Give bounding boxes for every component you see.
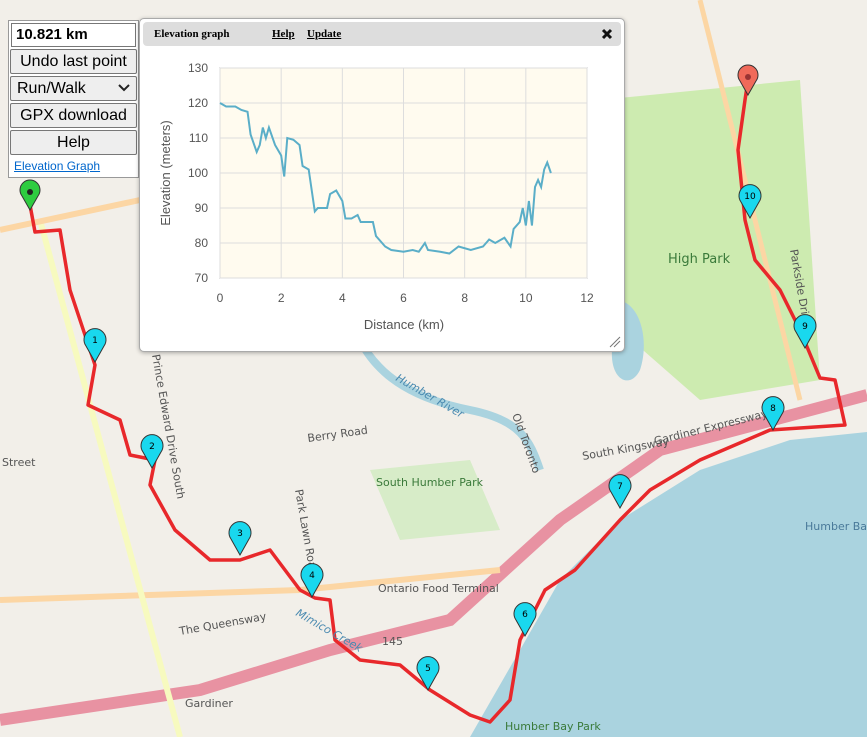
y-tick-label: 100 xyxy=(188,166,208,180)
undo-button[interactable]: Undo last point xyxy=(10,49,137,74)
x-tick-label: 2 xyxy=(278,291,285,305)
map-label: Gardiner xyxy=(185,697,233,710)
pin xyxy=(19,179,41,212)
marker-label: 4 xyxy=(309,571,315,581)
map-label: South Humber Park xyxy=(376,476,484,489)
elevation-chart: Distance (km) Elevation (meters) 7080901… xyxy=(158,61,621,348)
road xyxy=(0,197,141,233)
road xyxy=(37,219,183,737)
route-marker[interactable]: 6 xyxy=(513,602,537,638)
marker-label: 2 xyxy=(149,442,155,452)
pin xyxy=(738,184,762,220)
marker-label: 9 xyxy=(802,322,808,332)
pin xyxy=(737,64,759,97)
end-marker[interactable] xyxy=(737,64,759,97)
pin-dot xyxy=(745,74,751,80)
update-link[interactable]: Update xyxy=(307,28,342,40)
map-label: Street xyxy=(2,456,36,469)
pin xyxy=(513,602,537,638)
route-marker[interactable]: 1 xyxy=(83,328,107,364)
pin xyxy=(761,396,785,432)
mode-text: Run/Walk xyxy=(17,80,86,97)
marker-label: 5 xyxy=(425,664,431,674)
start-marker[interactable] xyxy=(19,179,41,212)
y-tick-label: 80 xyxy=(195,236,209,250)
y-tick-label: 130 xyxy=(188,61,208,75)
river xyxy=(356,338,544,472)
marker-label: 10 xyxy=(744,192,756,202)
route-marker[interactable]: 7 xyxy=(608,474,632,510)
marker-label: 3 xyxy=(237,529,243,539)
park xyxy=(370,460,500,540)
route-marker[interactable]: 8 xyxy=(761,396,785,432)
elevation-line xyxy=(219,102,552,255)
gpx-button[interactable]: GPX download xyxy=(10,103,137,128)
mode-select[interactable]: Run/Walk xyxy=(10,76,137,101)
map-label: Ontario Food Terminal xyxy=(378,582,499,595)
route-marker[interactable]: 9 xyxy=(793,314,817,350)
x-tick-label: 10 xyxy=(519,291,533,305)
route-marker[interactable]: 2 xyxy=(140,434,164,470)
y-tick-label: 90 xyxy=(195,201,209,215)
pin xyxy=(608,474,632,510)
x-tick-label: 8 xyxy=(461,291,468,305)
pin xyxy=(793,314,817,350)
elevation-panel: Elevation graph Help Update Distance (km… xyxy=(139,18,625,352)
panel-titlebar: Elevation graph Help Update xyxy=(143,22,621,46)
marker-label: 7 xyxy=(617,482,623,492)
route-marker[interactable]: 10 xyxy=(738,184,762,220)
route-marker[interactable]: 3 xyxy=(228,521,252,557)
map-label: 145 xyxy=(382,635,403,648)
pin xyxy=(83,328,107,364)
controls: 10.821 km Undo last point Run/Walk GPX d… xyxy=(8,20,139,178)
pin xyxy=(228,521,252,557)
expressway xyxy=(0,389,867,726)
x-axis-label: Distance (km) xyxy=(364,317,444,332)
x-tick-label: 4 xyxy=(339,291,346,305)
close-button[interactable] xyxy=(601,28,613,40)
x-tick-label: 12 xyxy=(580,291,594,305)
elevation-link[interactable]: Elevation Graph xyxy=(14,159,101,173)
help-link[interactable]: Help xyxy=(272,28,295,40)
y-tick-label: 120 xyxy=(188,96,208,110)
park xyxy=(600,80,820,400)
route-marker[interactable]: 4 xyxy=(300,563,324,599)
y-axis-label: Elevation (meters) xyxy=(158,120,173,225)
distance-field[interactable]: 10.821 km xyxy=(11,23,136,47)
y-tick-label: 110 xyxy=(189,131,208,145)
panel-title: Elevation graph xyxy=(154,28,230,40)
pin xyxy=(140,434,164,470)
y-tick-label: 70 xyxy=(195,271,209,285)
x-tick-label: 0 xyxy=(217,291,224,305)
marker-label: 8 xyxy=(770,404,776,414)
map-label: Humber Bay Park xyxy=(505,720,601,733)
resize-handle[interactable] xyxy=(609,336,621,348)
map-label: Humber Bay xyxy=(805,520,867,533)
lake xyxy=(470,432,867,737)
marker-label: 1 xyxy=(92,336,98,346)
pin-dot xyxy=(27,189,33,195)
pin xyxy=(416,656,440,692)
route-marker[interactable]: 5 xyxy=(416,656,440,692)
map-label: High Park xyxy=(668,252,731,267)
marker-label: 6 xyxy=(522,610,528,620)
dropdown-arrow xyxy=(118,84,130,92)
route xyxy=(28,79,847,724)
pin xyxy=(300,563,324,599)
x-tick-label: 6 xyxy=(400,291,407,305)
help-button[interactable]: Help xyxy=(10,130,137,155)
